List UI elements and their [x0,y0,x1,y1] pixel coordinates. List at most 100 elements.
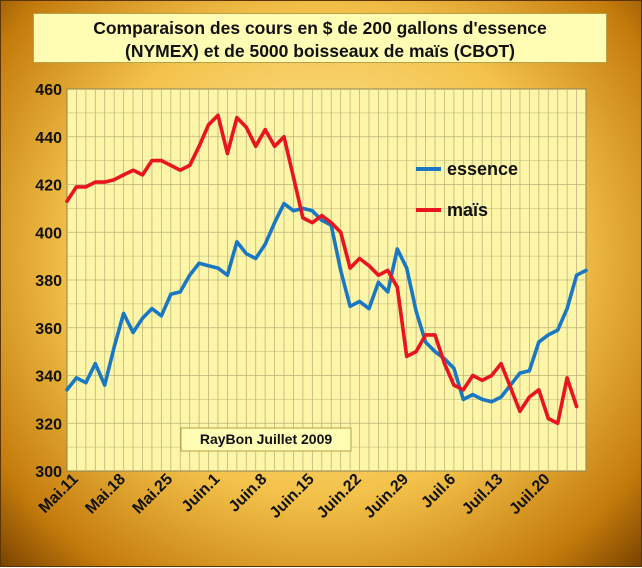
data-point [188,273,192,277]
data-point [169,292,173,296]
data-point [140,173,145,177]
data-point [471,393,475,397]
data-point [367,307,371,311]
data-point [197,144,201,148]
data-point [282,135,286,139]
data-point [348,266,352,270]
x-tick-label: Juil.13 [459,471,506,518]
y-tick-label: 300 [35,464,62,481]
data-point [546,333,550,337]
data-point [159,159,163,163]
data-point [282,202,286,206]
data-point [452,366,456,370]
data-point [527,395,531,399]
series-line-essence [65,201,588,404]
chart-title-box: Comparaison des cours en $ de 200 gallon… [33,13,607,63]
x-tick-label: Mai.25 [130,471,177,518]
data-point [461,388,465,392]
data-point [93,361,97,366]
data-point [150,307,154,311]
data-point [112,178,116,182]
data-point [103,180,107,184]
data-point [565,307,569,311]
data-point [556,421,560,425]
data-point [367,264,371,268]
data-point [480,397,484,401]
data-point [508,385,513,390]
data-point [122,173,126,177]
chart-title-line-1: Comparaison des cours en $ de 200 gallon… [93,18,547,38]
x-tick-label: Juil.6 [418,471,459,512]
data-point [254,256,258,261]
data-point [357,256,362,261]
data-point [423,340,428,344]
data-point [84,185,88,189]
data-point [74,185,79,189]
legend-label: essence [447,159,518,179]
data-point [65,388,69,392]
data-point [310,221,314,225]
y-tick-label: 420 [35,178,62,195]
data-point [433,333,437,337]
x-tick-label: Mai.18 [82,471,129,518]
data-point [574,273,579,277]
data-point [225,273,230,277]
data-point [93,180,97,184]
data-point [263,242,267,246]
data-point [291,175,296,179]
data-point [112,345,116,349]
data-point [273,144,277,148]
data-point [178,290,182,294]
chart-title-line-2: (NYMEX) et de 5000 boisseaux de maïs (CB… [125,41,515,61]
data-point [499,361,503,366]
data-point [376,280,380,284]
x-tick-label: Juin.15 [267,471,318,522]
data-point [565,376,569,380]
data-point [490,400,494,404]
data-point [499,395,503,399]
x-tick-label: Juin.1 [179,471,224,516]
data-point [329,221,333,225]
data-point [414,309,418,313]
data-point [235,240,239,244]
data-point [244,252,248,256]
data-point [131,330,135,335]
data-point [537,388,541,392]
x-tick-label: Juin.8 [226,471,271,516]
data-point [159,314,163,318]
data-point [74,376,79,380]
data-point [423,333,428,337]
data-point [244,125,248,129]
data-point [188,163,192,167]
data-point [339,230,343,234]
data-point [216,266,220,270]
y-tick-label: 460 [35,82,62,99]
data-point [395,285,399,289]
annotation-text: RayBon Juillet 2009 [200,431,332,447]
data-point [518,371,522,375]
data-point [442,361,447,366]
y-tick-label: 400 [35,225,62,242]
data-point [527,369,531,373]
data-point [584,268,588,273]
data-point [452,383,456,387]
data-point [216,113,220,117]
data-point [386,268,390,273]
data-point [395,247,399,251]
data-point [225,151,230,156]
data-point [357,299,362,304]
data-point [310,209,314,213]
data-point [103,383,107,387]
y-tick-label: 380 [35,273,62,290]
data-point [546,416,550,421]
data-point [518,409,522,413]
y-tick-label: 340 [35,369,62,386]
data-point [254,144,258,148]
data-point [414,350,418,354]
data-point [490,373,494,378]
y-tick-label: 320 [35,416,62,433]
data-point [65,199,69,203]
x-tick-label: Juil.20 [506,471,553,518]
y-tick-label: 360 [35,321,62,338]
